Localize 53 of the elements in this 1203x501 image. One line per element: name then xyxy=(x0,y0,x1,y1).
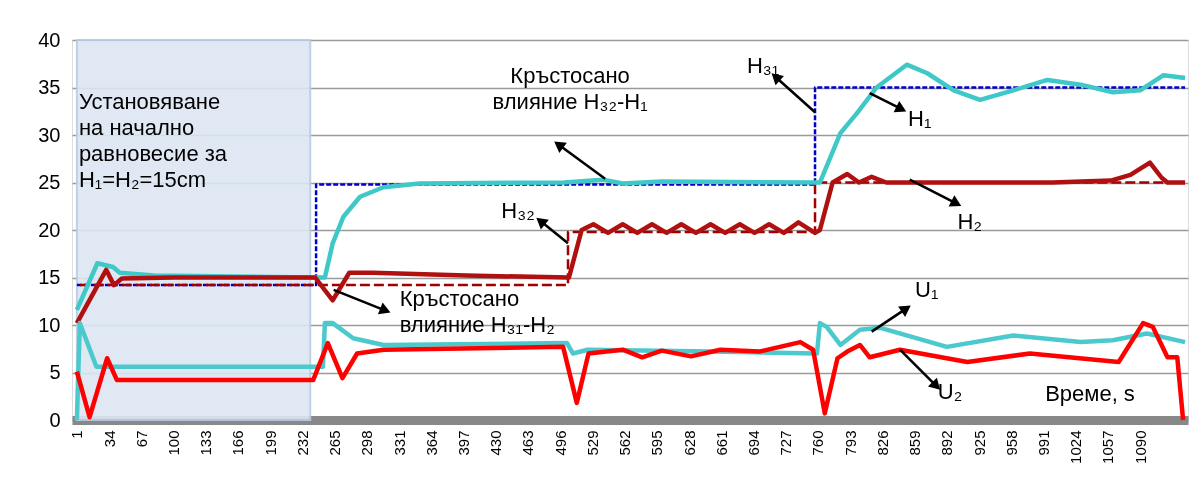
x-tick-label: 826 xyxy=(873,430,891,456)
x-tick-label: 463 xyxy=(519,430,537,456)
x-tick-label: 859 xyxy=(906,430,924,456)
x-tick-label: 562 xyxy=(616,430,634,456)
x-tick-label: 958 xyxy=(1002,430,1020,456)
x-tick-label: 265 xyxy=(326,430,344,456)
annotation: H₃₁ xyxy=(746,53,780,79)
x-tick-label: 496 xyxy=(551,430,569,456)
y-tick-label: 25 xyxy=(38,171,61,193)
x-tick-label: 892 xyxy=(938,430,956,456)
x-axis-title: Време, s xyxy=(1045,381,1135,406)
annotation: H₂ xyxy=(957,208,982,234)
y-tick-label: 30 xyxy=(38,123,61,146)
x-tick-label: 727 xyxy=(777,430,795,456)
x-tick-label: 199 xyxy=(261,430,279,456)
annotation: H₃₂ xyxy=(501,198,535,224)
x-tick-label: 34 xyxy=(100,430,118,448)
annotation: U₂ xyxy=(937,378,963,404)
x-tick-label: 793 xyxy=(841,430,859,456)
y-tick-label: 10 xyxy=(38,313,61,336)
x-tick-label: 397 xyxy=(455,430,473,456)
x-tick-label: 991 xyxy=(1035,430,1052,456)
annotation: Кръстосано влияние H₃₁-H₂ xyxy=(399,285,555,337)
x-tick-label: 1024 xyxy=(1067,430,1085,464)
y-tick-label: 40 xyxy=(38,28,61,51)
x-tick-label: 1057 xyxy=(1099,430,1117,464)
x-tick-label: 661 xyxy=(712,430,730,456)
annotation: Кръстосано влияние H₃₂-H₁ xyxy=(492,62,648,114)
x-tick-label: 694 xyxy=(745,430,763,456)
y-tick-label: 0 xyxy=(49,408,61,431)
annotation: U₁ xyxy=(915,276,939,302)
y-tick-label: 20 xyxy=(38,218,61,241)
x-tick-label: 628 xyxy=(680,430,698,456)
x-tick-label: 232 xyxy=(293,430,311,456)
x-tick-label: 364 xyxy=(422,430,440,456)
x-tick-label: 595 xyxy=(648,430,666,456)
x-tick-label: 166 xyxy=(229,430,247,456)
x-tick-label: 760 xyxy=(809,430,827,456)
band-label: Установяване на начално равновесие за H₁=H₂=15cm xyxy=(78,89,228,192)
y-tick-label: 5 xyxy=(49,361,61,383)
x-tick-label: 67 xyxy=(132,430,150,448)
x-tick-label: 100 xyxy=(165,430,183,456)
x-tick-label: 133 xyxy=(197,430,215,456)
x-tick-label: 1 xyxy=(68,430,86,439)
annotation: H₁ xyxy=(908,106,932,132)
x-tick-label: 430 xyxy=(487,430,505,456)
x-tick-label: 529 xyxy=(583,430,601,456)
y-tick-label: 15 xyxy=(38,266,61,288)
x-tick-label: 331 xyxy=(390,430,408,456)
x-tick-label: 1090 xyxy=(1131,430,1149,464)
y-tick-label: 35 xyxy=(38,76,61,98)
x-tick-label: 298 xyxy=(358,430,376,456)
x-tick-label: 925 xyxy=(970,430,988,456)
